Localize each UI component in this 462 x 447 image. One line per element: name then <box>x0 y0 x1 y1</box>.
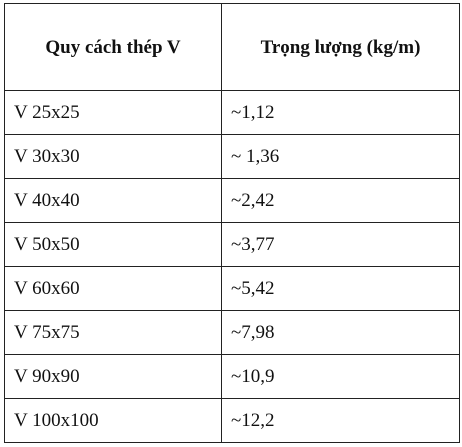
cell-spec: V 40x40 <box>4 178 222 223</box>
cell-weight: ~5,42 <box>221 266 460 311</box>
table-row: V 90x90 ~10,9 <box>4 354 460 399</box>
cell-spec: V 25x25 <box>4 90 222 135</box>
cell-spec: V 100x100 <box>4 398 222 443</box>
header-spec: Quy cách thép V <box>4 3 222 91</box>
cell-weight: ~10,9 <box>221 354 460 399</box>
header-weight: Trọng lượng (kg/m) <box>221 3 460 91</box>
cell-weight: ~12,2 <box>221 398 460 443</box>
table-row: V 75x75 ~7,98 <box>4 310 460 355</box>
cell-spec: V 90x90 <box>4 354 222 399</box>
cell-spec: V 60x60 <box>4 266 222 311</box>
table-row: V 100x100 ~12,2 <box>4 398 460 443</box>
cell-weight: ~2,42 <box>221 178 460 223</box>
table-row: V 60x60 ~5,42 <box>4 266 460 311</box>
cell-weight: ~7,98 <box>221 310 460 355</box>
table-row: V 40x40 ~2,42 <box>4 178 460 223</box>
steel-weight-table: Quy cách thép V Trọng lượng (kg/m) V 25x… <box>4 3 460 443</box>
steel-weight-table-container: Quy cách thép V Trọng lượng (kg/m) V 25x… <box>4 3 460 444</box>
table-row: V 25x25 ~1,12 <box>4 90 460 135</box>
table-row: V 50x50 ~3,77 <box>4 222 460 267</box>
cell-weight: ~1,12 <box>221 90 460 135</box>
table-row: V 30x30 ~ 1,36 <box>4 134 460 179</box>
cell-weight: ~3,77 <box>221 222 460 267</box>
cell-spec: V 50x50 <box>4 222 222 267</box>
table-header-row: Quy cách thép V Trọng lượng (kg/m) <box>4 3 460 91</box>
cell-weight: ~ 1,36 <box>221 134 460 179</box>
cell-spec: V 75x75 <box>4 310 222 355</box>
cell-spec: V 30x30 <box>4 134 222 179</box>
